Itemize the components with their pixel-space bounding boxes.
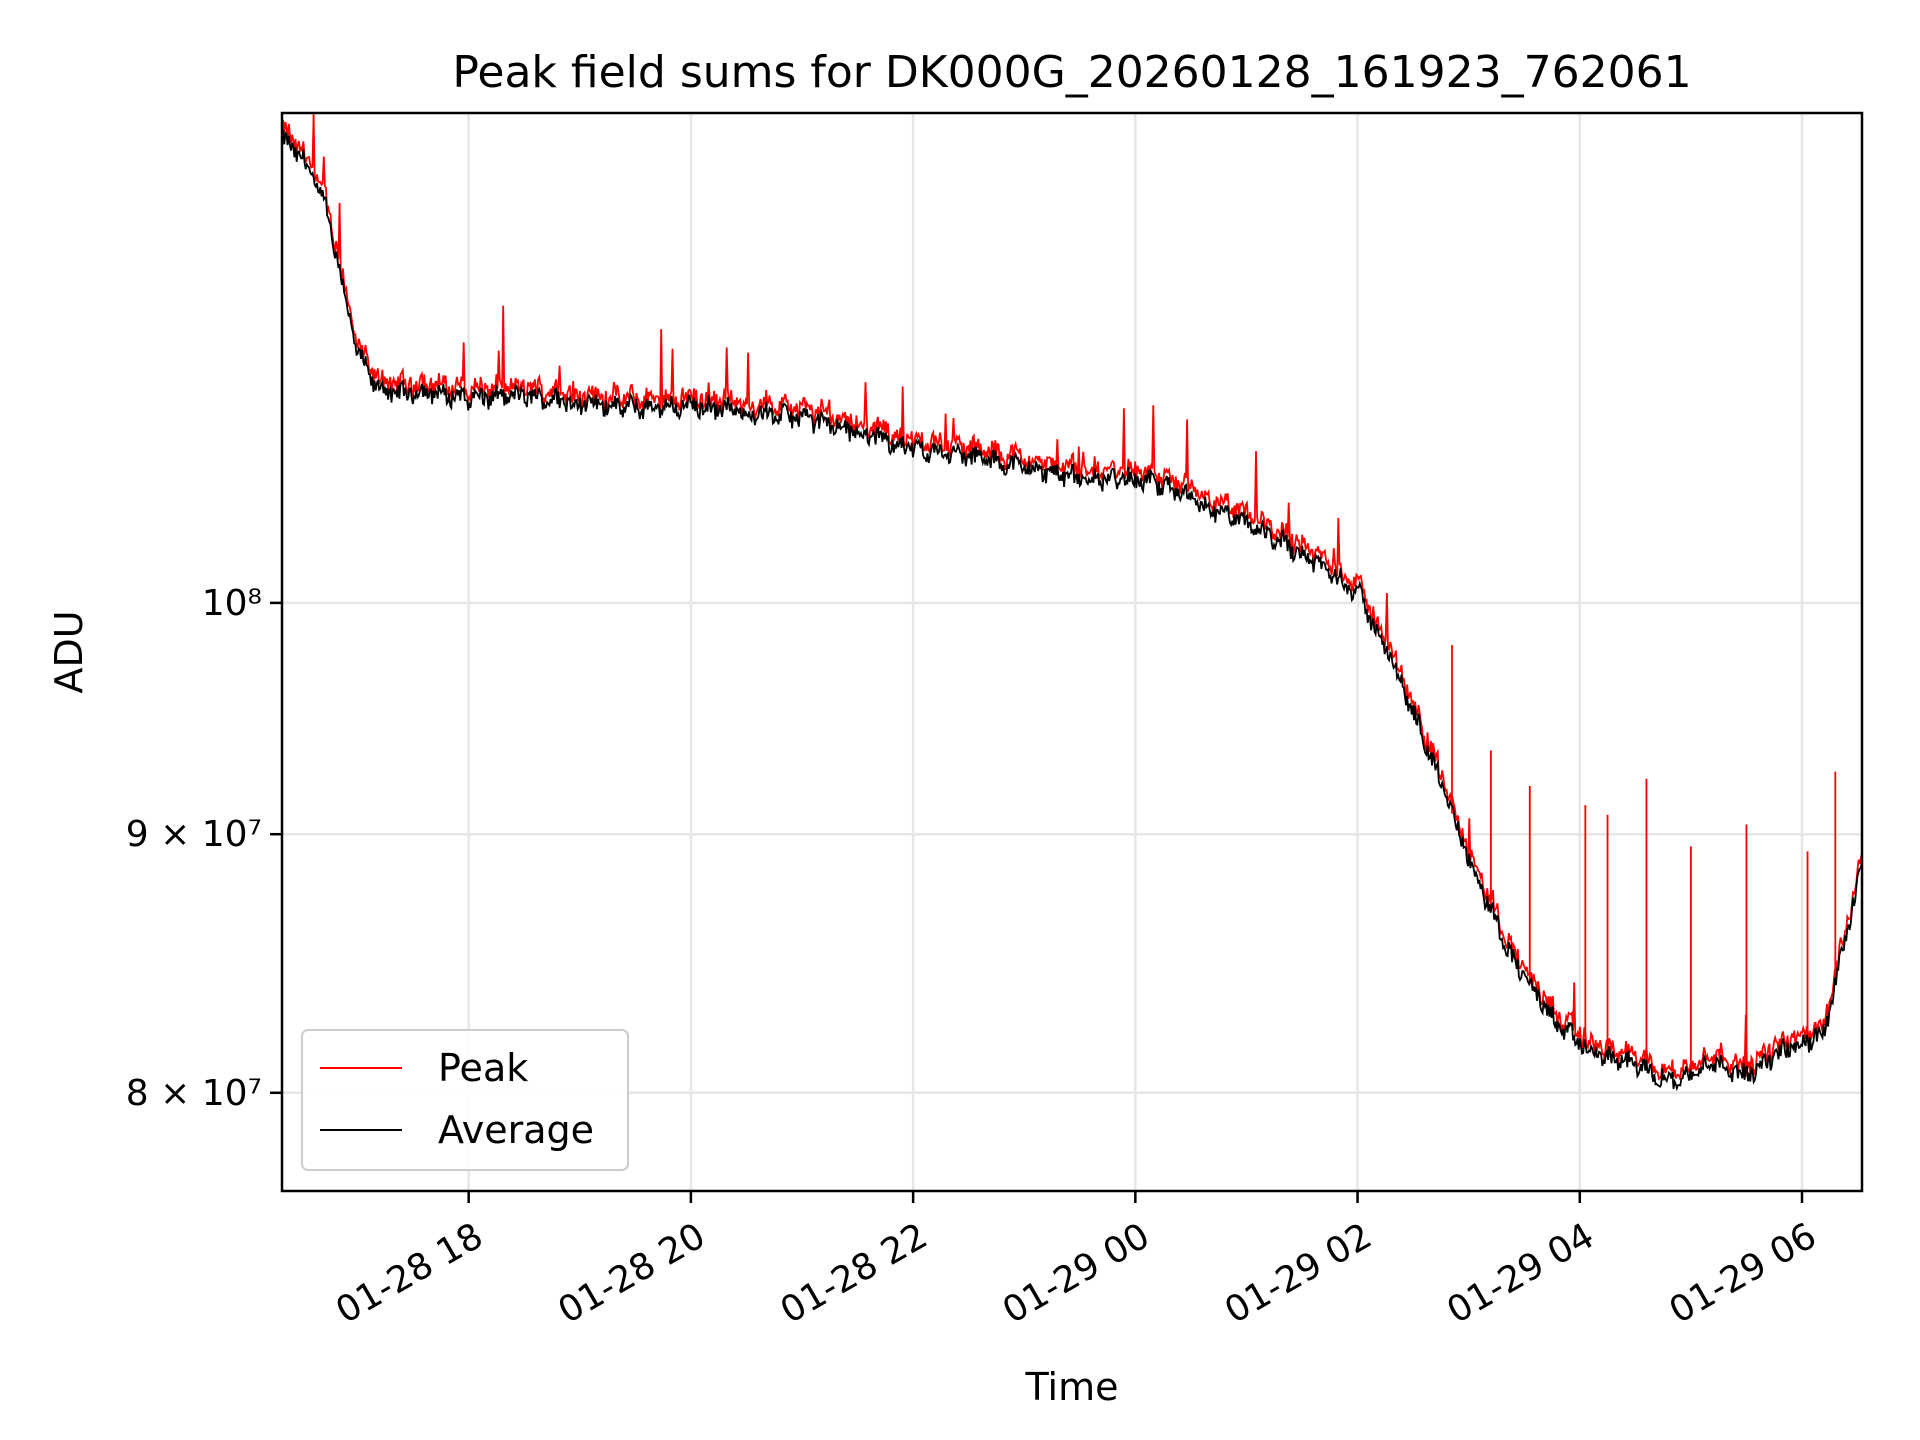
legend-average-label: Average (438, 1108, 594, 1152)
legend-peak-label: Peak (438, 1046, 528, 1090)
y-tick-label: 8 × 10⁷ (126, 1073, 262, 1114)
x-tick-label: 01-28 20 (552, 1215, 713, 1331)
chart-title: Peak field sums for DK000G_20260128_1619… (452, 47, 1691, 98)
series-peak-line (281, 114, 1863, 1081)
x-tick-label: 01-29 00 (996, 1215, 1157, 1331)
x-tick-label: 01-29 02 (1218, 1215, 1379, 1331)
y-axis: 8 × 10⁷ 9 × 10⁷ 10⁸ (126, 583, 282, 1114)
y-axis-title: ADU (47, 610, 91, 693)
x-tick-label: 01-29 06 (1663, 1215, 1824, 1331)
x-axis: 01-28 18 01-28 20 01-28 22 01-29 00 01-29 02… (329, 1191, 1823, 1332)
x-tick-label: 01-29 04 (1440, 1215, 1601, 1331)
y-tick-label: 9 × 10⁷ (126, 814, 262, 855)
x-axis-title: Time (1025, 1365, 1119, 1409)
plot-lines (281, 114, 1863, 1092)
plot-frame (280, 111, 1864, 1193)
x-tick-label: 01-28 18 (329, 1215, 490, 1331)
grid (282, 113, 1862, 1191)
series-average-line (281, 130, 1863, 1092)
legend: Peak Average (301, 1029, 629, 1171)
x-tick-label: 01-28 22 (774, 1215, 935, 1331)
y-tick-label: 10⁸ (202, 583, 262, 624)
legend-box (301, 1029, 629, 1171)
